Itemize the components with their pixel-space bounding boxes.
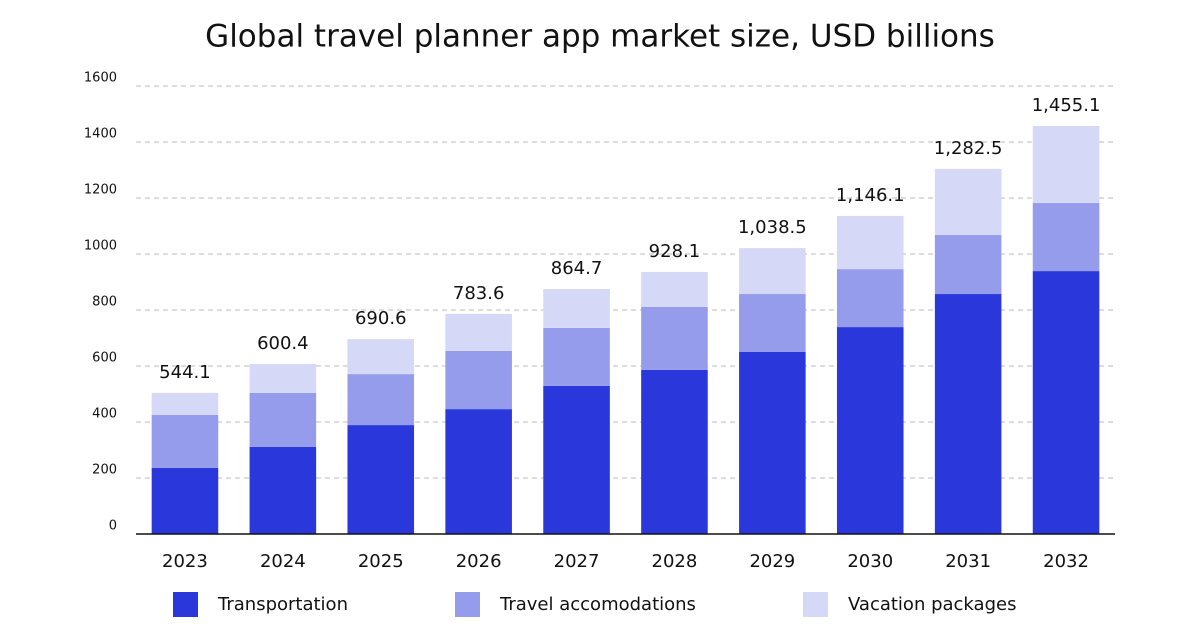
total-label: 1,038.5 xyxy=(738,217,807,238)
bar-segment xyxy=(151,392,219,415)
x-tick-label: 2031 xyxy=(945,551,991,572)
total-label: 1,455.1 xyxy=(1032,95,1101,116)
bar-segment xyxy=(934,234,1002,295)
bar-segment xyxy=(836,215,904,270)
y-tick-label: 600 xyxy=(92,351,117,366)
total-label: 1,282.5 xyxy=(934,138,1003,159)
bar-segment xyxy=(249,446,317,534)
bar-segment xyxy=(347,374,415,426)
bar-segment xyxy=(641,306,708,370)
total-label: 1,146.1 xyxy=(836,185,905,206)
x-tick-label: 2026 xyxy=(456,551,502,572)
total-label: 783.6 xyxy=(453,283,505,304)
bar-segment xyxy=(641,369,708,534)
x-tick-label: 2028 xyxy=(652,551,698,572)
bar-segment xyxy=(151,467,219,534)
bar-segment xyxy=(836,269,904,328)
total-label: 690.6 xyxy=(355,308,407,329)
x-tick-label: 2030 xyxy=(847,551,893,572)
bar-segment xyxy=(347,425,415,534)
y-tick-label: 1600 xyxy=(84,71,117,86)
total-label: 864.7 xyxy=(551,258,603,279)
bar-segment xyxy=(543,385,610,534)
legend-label: Transportation xyxy=(217,594,348,615)
bar-segment xyxy=(836,327,904,534)
x-tick-label: 2032 xyxy=(1043,551,1089,572)
legend-swatch xyxy=(803,592,828,617)
bar-segment xyxy=(1032,271,1100,534)
bar-segment xyxy=(151,415,219,468)
y-tick-label: 200 xyxy=(92,463,117,478)
y-tick-label: 1400 xyxy=(84,127,117,142)
legend-label: Vacation packages xyxy=(848,594,1016,615)
bar-segment xyxy=(1032,126,1100,204)
total-label: 600.4 xyxy=(257,333,309,354)
x-tick-label: 2025 xyxy=(358,551,404,572)
y-tick-label: 1000 xyxy=(84,239,117,254)
x-tick-label: 2023 xyxy=(162,551,208,572)
legend-swatch xyxy=(173,592,198,617)
bar-segment xyxy=(445,350,512,410)
bar-segment xyxy=(641,271,708,307)
x-tick-label: 2027 xyxy=(554,551,600,572)
legend-swatch xyxy=(455,592,480,617)
bar-segment xyxy=(543,289,610,328)
chart-title: Global travel planner app market size, U… xyxy=(205,19,995,55)
total-label: 928.1 xyxy=(649,241,701,262)
bar-segment xyxy=(739,352,806,534)
total-label: 544.1 xyxy=(159,362,211,383)
y-tick-label: 0 xyxy=(109,519,117,534)
bar-segment xyxy=(249,364,317,393)
bar-segment xyxy=(543,327,610,386)
bar-segment xyxy=(934,168,1002,235)
bar-segment xyxy=(934,294,1002,534)
bar-segment xyxy=(347,339,415,375)
bar-segment xyxy=(445,313,512,351)
legend-label: Travel accomodations xyxy=(499,594,696,615)
y-tick-label: 1200 xyxy=(84,183,117,198)
bar-segment xyxy=(249,392,317,447)
x-tick-label: 2029 xyxy=(749,551,795,572)
y-tick-label: 400 xyxy=(92,407,117,422)
bar-segment xyxy=(739,248,806,295)
y-tick-label: 800 xyxy=(92,295,117,310)
bar-segment xyxy=(445,409,512,534)
bar-segment xyxy=(1032,203,1100,272)
bar-segment xyxy=(739,294,806,352)
x-tick-label: 2024 xyxy=(260,551,306,572)
